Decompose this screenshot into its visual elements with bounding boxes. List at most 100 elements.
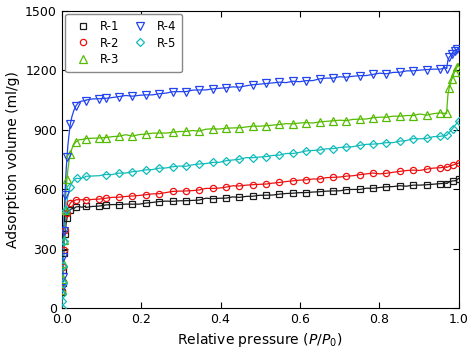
R-3 (263, 124, 269, 128)
R-4 (303, 78, 309, 83)
R-2 (170, 189, 175, 193)
R-5 (170, 165, 175, 169)
R-3 (452, 70, 457, 74)
R-5 (156, 166, 162, 170)
R-4 (383, 72, 389, 76)
R-5 (277, 153, 283, 157)
R-2 (68, 201, 73, 205)
R-3 (60, 277, 65, 281)
R-2 (143, 193, 149, 197)
R-1 (437, 181, 443, 186)
R-2 (223, 185, 229, 189)
R-2 (450, 163, 456, 167)
R-3 (103, 136, 109, 140)
R-5 (344, 145, 349, 149)
R-4 (344, 75, 349, 79)
R-4 (60, 255, 66, 260)
R-2 (424, 167, 429, 171)
R-5 (83, 174, 89, 179)
R-3 (437, 111, 443, 115)
R-2 (60, 280, 65, 284)
R-1 (116, 202, 122, 207)
R-4 (444, 66, 449, 71)
Line: R-3: R-3 (58, 63, 461, 294)
R-5 (450, 127, 456, 131)
R-3 (410, 113, 416, 118)
R-2 (357, 173, 363, 177)
R-4 (210, 87, 216, 91)
R-1 (344, 187, 349, 192)
R-5 (183, 164, 189, 168)
R-3 (447, 86, 452, 90)
R-1 (410, 183, 416, 187)
R-1 (143, 201, 149, 205)
R-3 (129, 134, 135, 138)
R-5 (456, 119, 461, 124)
R-3 (330, 119, 336, 123)
R-3 (156, 131, 162, 135)
R-2 (183, 189, 189, 193)
R-4 (437, 67, 443, 71)
R-5 (59, 292, 65, 296)
R-2 (237, 184, 242, 188)
R-1 (330, 189, 336, 193)
R-4 (64, 155, 70, 159)
Line: R-4: R-4 (58, 46, 461, 291)
R-1 (370, 186, 376, 190)
R-4 (96, 97, 102, 101)
R-1 (456, 176, 461, 181)
R-4 (250, 83, 255, 87)
R-2 (210, 186, 216, 191)
R-2 (437, 166, 443, 170)
R-4 (116, 94, 122, 99)
R-3 (73, 140, 79, 144)
Line: R-1: R-1 (59, 175, 462, 295)
R-4 (59, 285, 65, 290)
R-2 (196, 188, 202, 192)
R-1 (424, 182, 429, 187)
R-3 (290, 122, 296, 126)
R-2 (277, 180, 283, 185)
R-2 (383, 171, 389, 175)
R-5 (67, 185, 73, 189)
R-5 (444, 133, 449, 137)
R-1 (263, 193, 269, 197)
R-2 (444, 165, 449, 169)
R-4 (357, 73, 363, 78)
R-5 (290, 151, 296, 155)
R-5 (317, 148, 322, 152)
R-4 (83, 99, 89, 103)
R-1 (61, 251, 66, 256)
R-4 (103, 96, 109, 100)
R-1 (68, 207, 73, 212)
R-4 (170, 89, 175, 94)
R-5 (383, 141, 389, 145)
R-1 (156, 200, 162, 204)
R-2 (156, 192, 162, 196)
R-5 (237, 157, 242, 162)
X-axis label: Relative pressure ($P/P_0$): Relative pressure ($P/P_0$) (177, 332, 343, 349)
R-2 (61, 248, 66, 252)
R-5 (61, 239, 67, 243)
R-4 (455, 47, 460, 51)
R-5 (60, 264, 66, 268)
R-5 (370, 142, 376, 146)
R-4 (263, 81, 269, 86)
R-2 (62, 228, 68, 232)
R-4 (62, 193, 68, 197)
R-3 (424, 113, 429, 117)
R-2 (96, 197, 102, 201)
R-5 (397, 139, 402, 143)
R-1 (444, 181, 449, 186)
R-5 (210, 160, 216, 165)
R-3 (223, 126, 229, 130)
R-5 (64, 208, 69, 212)
R-5 (263, 154, 269, 159)
R-3 (210, 127, 216, 131)
R-1 (237, 195, 242, 200)
R-3 (96, 136, 102, 140)
R-4 (449, 51, 455, 56)
R-2 (344, 174, 349, 178)
R-2 (397, 169, 402, 174)
R-4 (196, 88, 202, 92)
